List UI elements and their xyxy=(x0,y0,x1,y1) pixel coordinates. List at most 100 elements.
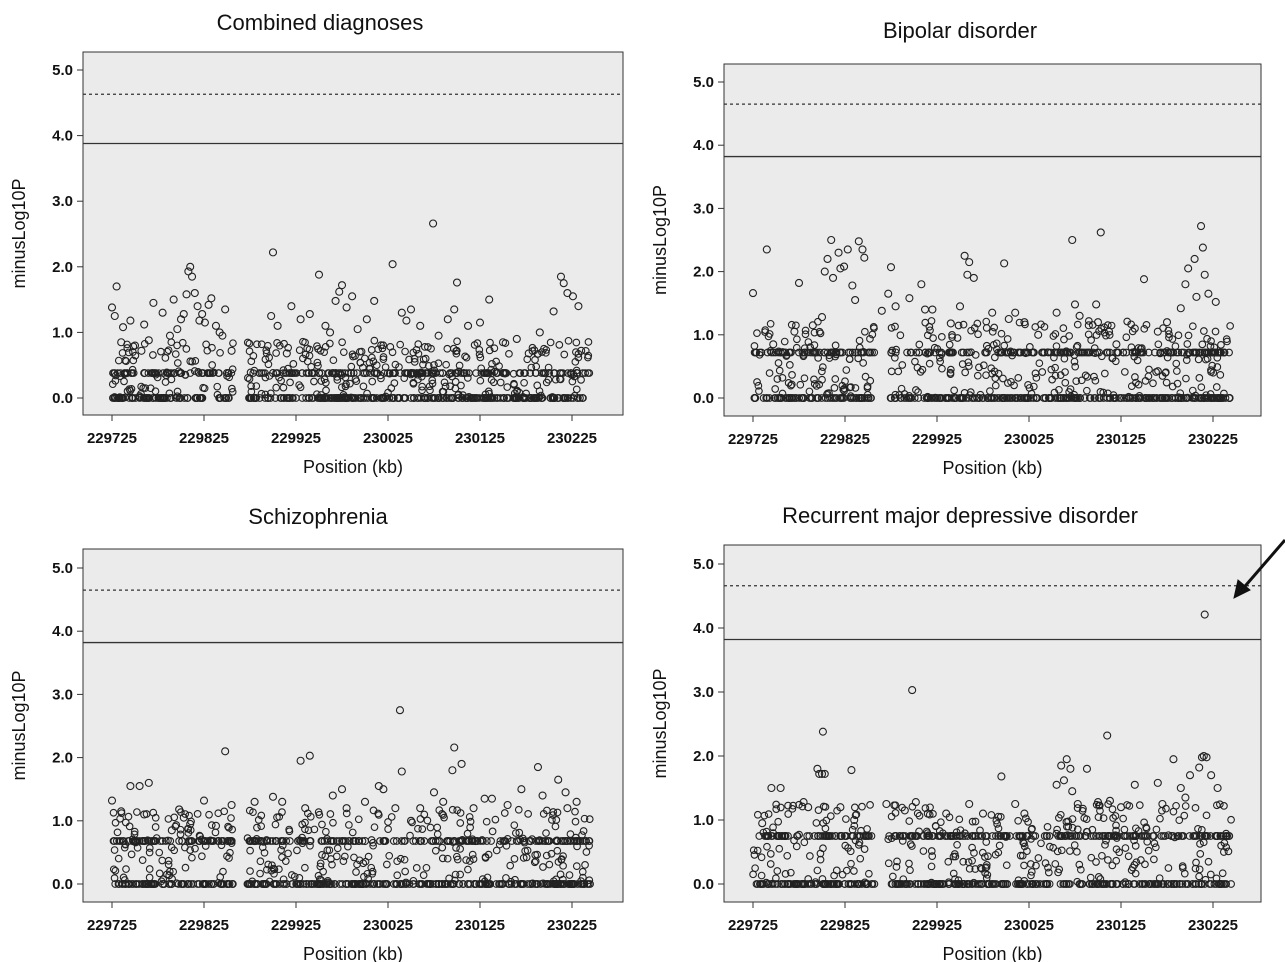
data-point xyxy=(973,319,982,328)
data-point xyxy=(348,828,357,837)
data-point xyxy=(227,800,236,810)
data-point xyxy=(296,756,305,765)
data-point xyxy=(1158,394,1167,402)
data-point xyxy=(245,375,254,383)
data-point xyxy=(896,331,905,340)
data-point xyxy=(110,874,119,882)
y-axis-title: minusLog10P xyxy=(650,668,670,778)
data-point xyxy=(272,369,280,377)
data-point xyxy=(282,880,291,888)
data-point xyxy=(167,826,176,835)
data-point xyxy=(138,856,147,865)
data-point xyxy=(140,369,149,378)
data-point xyxy=(305,751,314,760)
y-tick-label: 0.0 xyxy=(52,876,73,893)
data-point xyxy=(1092,858,1100,866)
data-point xyxy=(535,328,544,337)
data-point xyxy=(386,342,395,351)
data-point xyxy=(491,815,500,824)
data-point xyxy=(208,361,217,369)
data-point xyxy=(327,880,336,888)
data-point xyxy=(289,369,298,377)
data-point xyxy=(408,818,416,827)
data-point xyxy=(928,832,936,840)
data-point xyxy=(328,791,337,800)
data-point xyxy=(890,353,899,362)
data-point xyxy=(485,369,493,377)
data-point xyxy=(125,385,134,393)
data-point xyxy=(338,880,347,888)
data-point xyxy=(936,818,945,827)
data-point xyxy=(340,852,349,861)
data-point xyxy=(354,815,363,824)
data-point xyxy=(384,818,392,826)
data-point xyxy=(581,369,589,377)
x-tick-label: 230025 xyxy=(1004,431,1054,448)
data-point xyxy=(182,290,191,299)
data-point xyxy=(887,394,896,402)
x-tick-label: 229725 xyxy=(87,917,137,934)
data-point xyxy=(1060,335,1068,344)
y-tick-label: 3.0 xyxy=(693,200,714,217)
data-point xyxy=(863,384,872,392)
data-point xyxy=(167,375,176,384)
data-point xyxy=(578,867,587,876)
data-point xyxy=(973,371,982,380)
data-point xyxy=(302,880,311,888)
data-point xyxy=(275,341,284,350)
data-point xyxy=(1165,330,1173,338)
data-point xyxy=(1062,394,1070,402)
data-point xyxy=(868,880,877,888)
data-point xyxy=(781,831,790,841)
data-point xyxy=(965,362,973,370)
data-point xyxy=(181,863,190,872)
data-point xyxy=(199,796,209,805)
data-point xyxy=(400,374,409,383)
data-point xyxy=(211,821,221,830)
data-point xyxy=(137,382,145,391)
data-point xyxy=(984,852,992,861)
data-point xyxy=(803,880,812,888)
data-point xyxy=(906,840,915,848)
data-point xyxy=(257,822,266,831)
data-point xyxy=(1049,332,1058,340)
data-point xyxy=(127,850,136,859)
data-point xyxy=(419,355,428,364)
x-tick-label: 229925 xyxy=(271,917,321,934)
y-axis-title: minusLog10P xyxy=(650,185,670,295)
data-point xyxy=(1014,816,1022,825)
data-point xyxy=(801,348,809,357)
data-point xyxy=(1125,880,1133,888)
data-point xyxy=(950,386,959,395)
data-point xyxy=(149,298,158,307)
data-point xyxy=(1190,348,1199,357)
data-point xyxy=(424,361,433,370)
data-point xyxy=(1011,308,1020,317)
data-point xyxy=(942,809,951,818)
data-point xyxy=(756,880,764,888)
data-point xyxy=(858,348,866,357)
data-point xyxy=(414,394,423,402)
data-point xyxy=(519,854,528,862)
data-point xyxy=(215,369,223,377)
data-point xyxy=(191,357,200,365)
data-point xyxy=(997,832,1005,840)
data-point xyxy=(929,334,937,342)
data-point xyxy=(828,832,836,840)
data-point xyxy=(314,871,323,880)
data-point xyxy=(418,382,427,391)
data-point xyxy=(423,816,432,825)
y-tick-label: 1.0 xyxy=(52,324,73,341)
data-point xyxy=(978,809,988,818)
data-point xyxy=(275,865,283,874)
data-point xyxy=(848,825,857,834)
data-point xyxy=(214,837,223,845)
data-point xyxy=(1192,292,1201,301)
data-point xyxy=(930,343,939,352)
data-point xyxy=(905,817,914,825)
data-point xyxy=(402,316,411,325)
data-point xyxy=(302,394,310,402)
data-point xyxy=(463,837,471,845)
data-point xyxy=(531,355,539,364)
data-point xyxy=(891,809,900,817)
